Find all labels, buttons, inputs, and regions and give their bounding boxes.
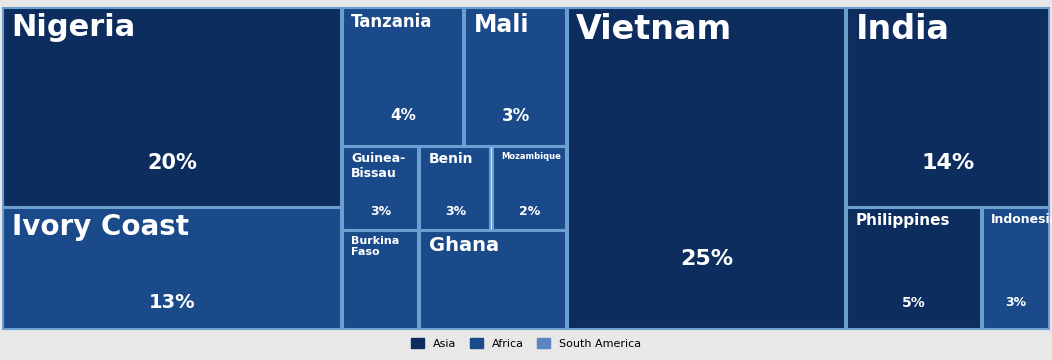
Bar <box>983 208 1049 329</box>
Text: Indonesia: Indonesia <box>991 213 1052 226</box>
Text: 3%: 3% <box>445 206 466 219</box>
Bar <box>343 147 419 230</box>
Bar <box>421 231 566 329</box>
Text: Nigeria: Nigeria <box>12 13 136 42</box>
Text: Mozambique: Mozambique <box>501 152 561 161</box>
Text: Vietnam: Vietnam <box>576 13 732 46</box>
Text: 20%: 20% <box>147 153 197 174</box>
Text: 25%: 25% <box>680 249 733 269</box>
Bar <box>492 147 566 230</box>
Text: Burkina
Faso: Burkina Faso <box>351 236 400 257</box>
Text: India: India <box>855 13 949 46</box>
Text: 3%: 3% <box>1006 296 1027 309</box>
Bar <box>3 8 341 207</box>
Text: Philippines: Philippines <box>855 213 950 228</box>
Bar <box>343 8 463 146</box>
Text: 14%: 14% <box>922 153 974 174</box>
Text: Tanzania: Tanzania <box>351 13 432 31</box>
Bar <box>421 147 490 230</box>
Text: 13%: 13% <box>148 293 196 312</box>
Text: 4%: 4% <box>390 108 417 123</box>
Text: 3%: 3% <box>370 206 391 219</box>
Text: 5%: 5% <box>902 296 926 310</box>
Text: 2%: 2% <box>519 206 540 219</box>
Bar <box>343 231 419 329</box>
Bar <box>847 208 980 329</box>
Text: Mali: Mali <box>473 13 529 37</box>
Text: 3%: 3% <box>502 107 529 125</box>
Bar <box>847 8 1049 207</box>
Legend: Asia, Africa, South America: Asia, Africa, South America <box>410 338 642 349</box>
Text: Benin: Benin <box>429 152 473 166</box>
Text: Ivory Coast: Ivory Coast <box>12 213 188 241</box>
Bar <box>568 8 845 329</box>
Bar <box>3 208 341 329</box>
Text: Ghana: Ghana <box>429 236 499 255</box>
Text: Guinea-
Bissau: Guinea- Bissau <box>351 152 406 180</box>
Bar <box>465 8 566 146</box>
